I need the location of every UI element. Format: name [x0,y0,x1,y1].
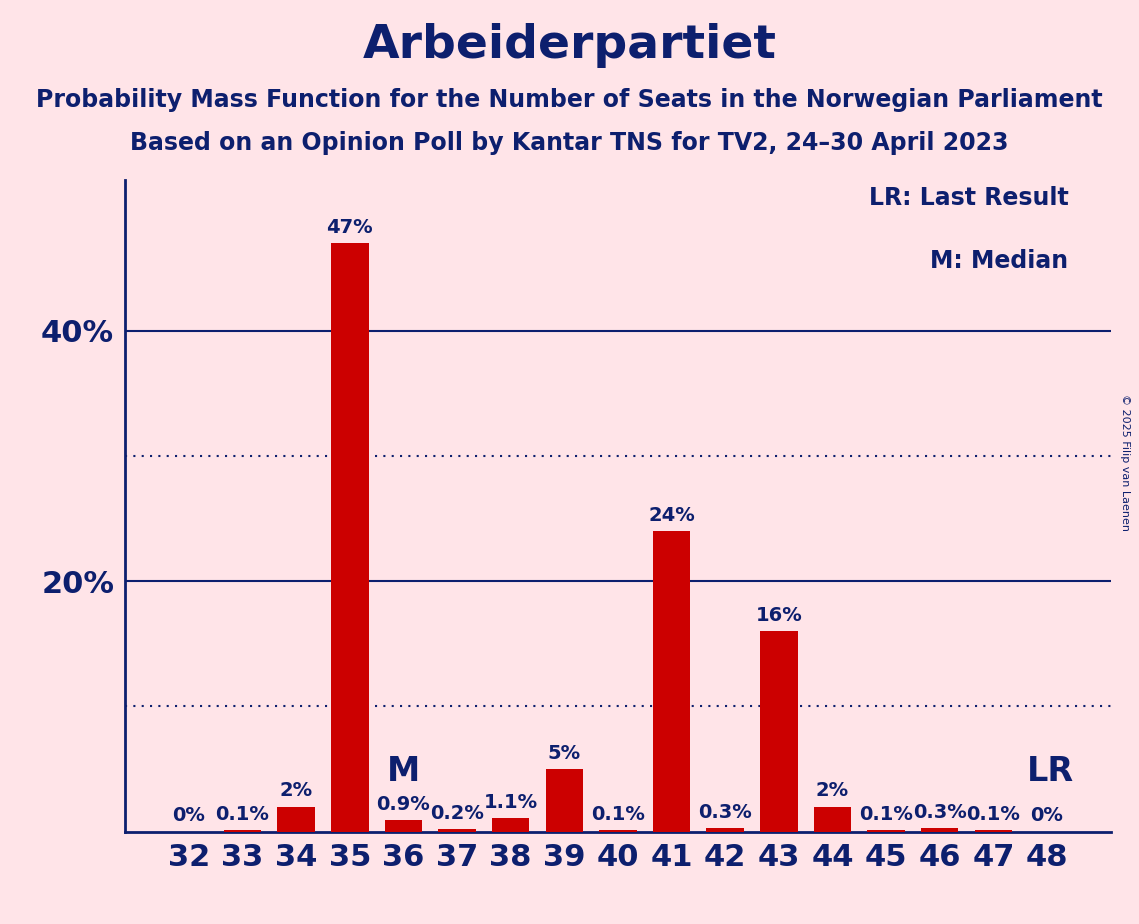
Text: 0.1%: 0.1% [591,805,645,824]
Bar [439,829,476,832]
Text: 0%: 0% [1031,807,1064,825]
Text: 0.1%: 0.1% [859,805,913,824]
Text: 0.3%: 0.3% [698,803,752,821]
Text: 2%: 2% [279,782,313,800]
Text: Probability Mass Function for the Number of Seats in the Norwegian Parliament: Probability Mass Function for the Number… [36,88,1103,112]
Bar [492,818,530,832]
Bar [813,807,851,832]
Bar [975,831,1013,832]
Text: LR: LR [1026,755,1074,788]
Text: 0%: 0% [172,807,205,825]
Text: 2%: 2% [816,782,849,800]
Text: LR: Last Result: LR: Last Result [869,187,1068,211]
Text: 1.1%: 1.1% [484,793,538,811]
Bar [385,821,423,832]
Text: 24%: 24% [648,505,695,525]
Bar [760,631,797,832]
Text: M: M [387,755,420,788]
Bar [653,531,690,832]
Bar [331,243,369,832]
Text: 0.1%: 0.1% [215,805,270,824]
Text: 0.3%: 0.3% [912,803,967,821]
Text: 0.1%: 0.1% [966,805,1021,824]
Text: Arbeiderpartiet: Arbeiderpartiet [362,23,777,68]
Text: 0.9%: 0.9% [377,795,431,814]
Text: M: Median: M: Median [931,249,1068,274]
Text: © 2025 Filip van Laenen: © 2025 Filip van Laenen [1121,394,1130,530]
Bar [599,831,637,832]
Text: 16%: 16% [755,606,802,625]
Text: 5%: 5% [548,744,581,762]
Bar [223,831,261,832]
Text: Based on an Opinion Poll by Kantar TNS for TV2, 24–30 April 2023: Based on an Opinion Poll by Kantar TNS f… [130,131,1009,155]
Bar [706,828,744,832]
Bar [867,831,904,832]
Bar [277,807,314,832]
Bar [921,828,959,832]
Text: 0.2%: 0.2% [431,804,484,823]
Text: 47%: 47% [327,217,374,237]
Bar [546,769,583,832]
